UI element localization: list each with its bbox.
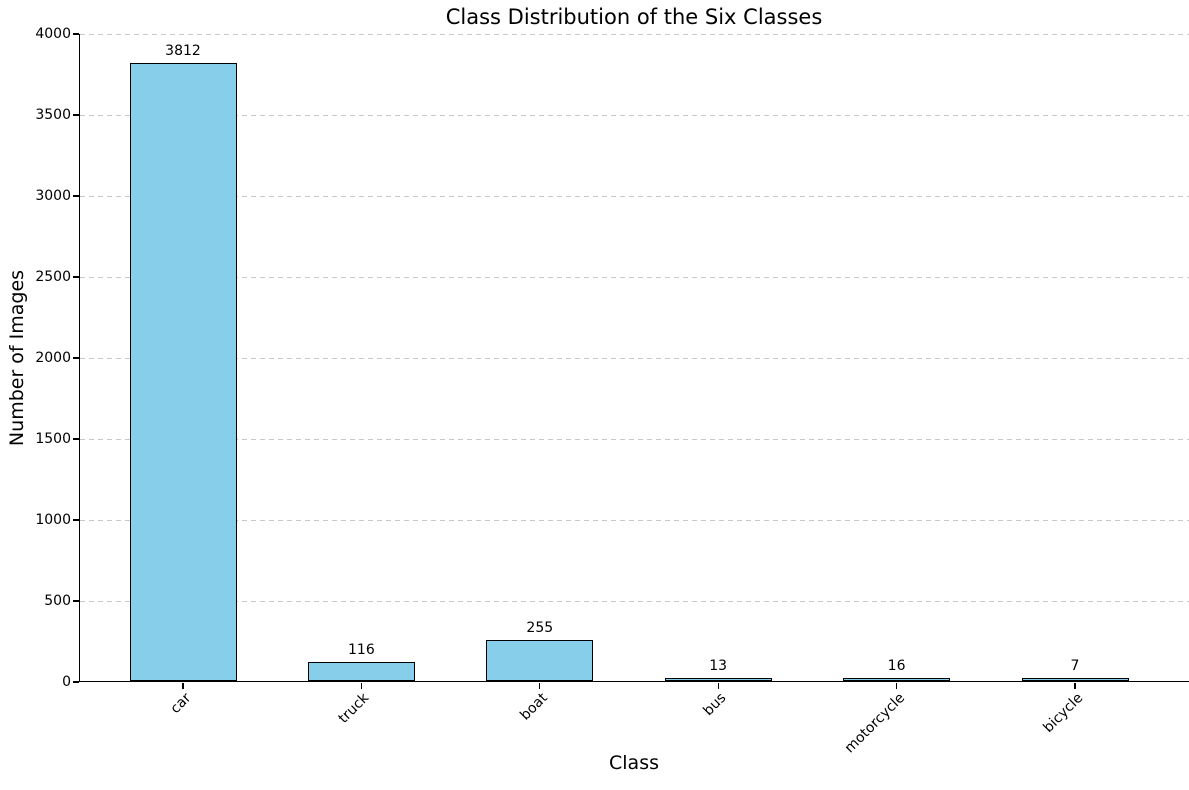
gridline-y-3000: [80, 195, 1189, 197]
bar-motorcycle: [843, 677, 951, 681]
gridline-y-1500: [80, 438, 1189, 440]
x-tick-mark-bus: [717, 683, 719, 689]
x-tick-label-bus: bus: [700, 690, 730, 720]
x-tick-mark-boat: [539, 683, 541, 689]
y-tick-mark-1500: [73, 438, 79, 440]
x-tick-label-boat: boat: [517, 690, 552, 724]
y-tick-mark-3500: [73, 114, 79, 116]
gridline-y-2000: [80, 357, 1189, 359]
y-tick-label-3000: 3000: [35, 188, 71, 204]
y-tick-mark-2000: [73, 357, 79, 359]
y-tick-mark-2500: [73, 276, 79, 278]
y-tick-label-4000: 4000: [35, 26, 71, 42]
x-tick-label-bicycle: bicycle: [1040, 690, 1087, 736]
bar-value-label-truck: 116: [348, 642, 375, 659]
x-axis-label: Class: [609, 752, 659, 774]
bar-value-label-car: 3812: [165, 43, 201, 60]
x-tick-mark-motorcycle: [895, 683, 898, 689]
y-tick-label-0: 0: [62, 674, 71, 690]
x-tick-label-car: car: [167, 690, 195, 717]
gridline-y-500: [80, 600, 1189, 602]
bar-bus: [664, 677, 772, 681]
bar-value-label-bus: 13: [709, 657, 728, 674]
gridline-y-4000: [80, 33, 1189, 35]
y-tick-label-1500: 1500: [35, 431, 71, 447]
x-tick-label-truck: truck: [335, 690, 373, 727]
bar-bicycle: [1021, 677, 1129, 681]
y-tick-label-2000: 2000: [35, 350, 71, 366]
y-tick-mark-3000: [73, 195, 79, 197]
y-tick-mark-0: [73, 681, 79, 683]
gridline-y-3500: [80, 114, 1189, 116]
x-tick-mark-car: [182, 683, 184, 689]
gridline-y-2500: [80, 276, 1189, 278]
y-tick-label-2500: 2500: [35, 269, 71, 285]
bar-boat: [486, 639, 594, 681]
y-tick-label-1000: 1000: [35, 512, 71, 528]
bar-value-label-boat: 255: [526, 619, 554, 636]
bar-truck: [307, 662, 415, 681]
y-tick-mark-1000: [73, 519, 79, 521]
x-tick-mark-bicycle: [1074, 683, 1076, 689]
y-tick-mark-4000: [73, 33, 79, 35]
plot-area: 0 500 1000 1500 2000 2500 3000 3500 4000 3812 car 1…: [35, 26, 1189, 756]
chart-title: Class Distribution of the Six Classes: [445, 5, 823, 29]
x-tick-mark-truck: [360, 683, 363, 689]
y-tick-label-500: 500: [44, 593, 71, 609]
y-tick-label-3500: 3500: [35, 107, 71, 123]
bar-car: [129, 63, 237, 681]
y-tick-mark-500: [73, 600, 79, 602]
x-tick-label-motorcycle: motorcycle: [841, 690, 908, 757]
gridline-y-1000: [80, 519, 1189, 521]
bar-value-label-bicycle: 7: [1070, 657, 1080, 674]
bar-value-label-motorcycle: 16: [887, 657, 906, 674]
